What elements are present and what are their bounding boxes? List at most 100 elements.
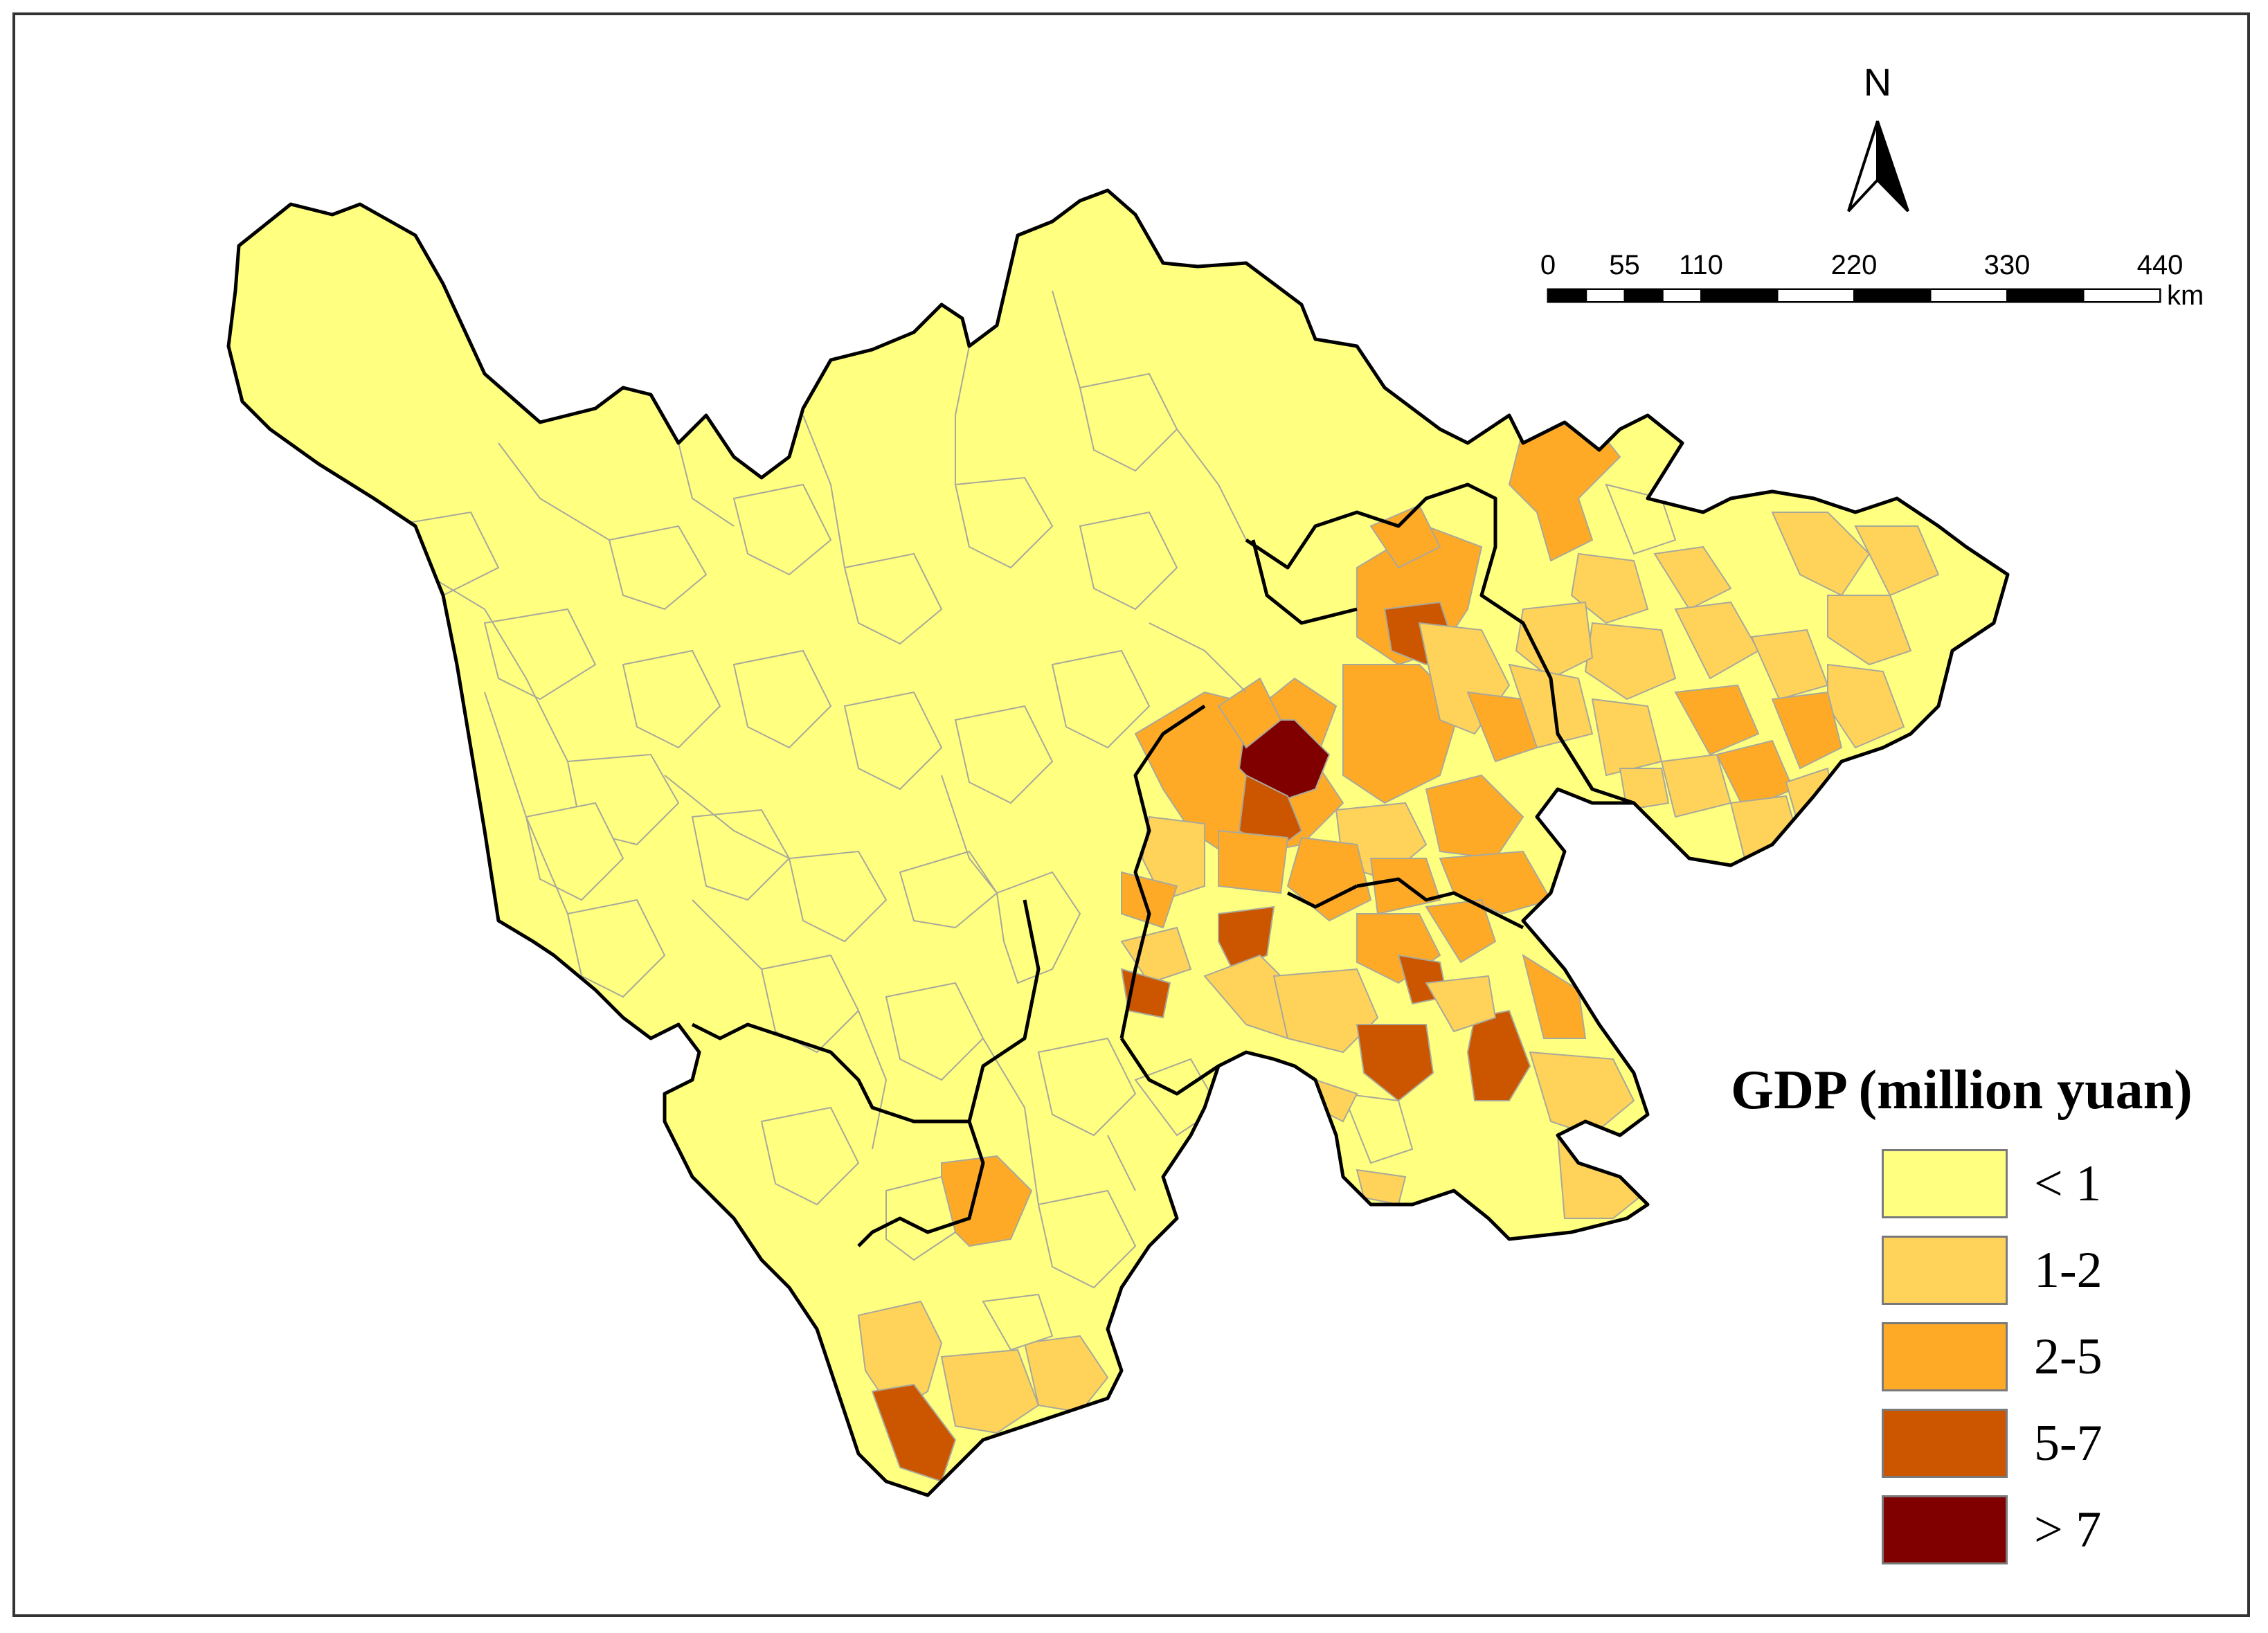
district-region	[1037, 1189, 1137, 1289]
district-boundary-line	[858, 1010, 888, 1150]
district-region	[1217, 677, 1282, 749]
district-region	[885, 982, 984, 1081]
district-region	[843, 552, 943, 645]
district-region	[996, 871, 1081, 984]
district-boundary-line	[484, 692, 568, 914]
district-boundary-line	[1052, 290, 1081, 388]
district-region	[1619, 768, 1670, 811]
district-region	[1342, 1092, 1414, 1164]
district-region	[1079, 511, 1178, 611]
district-region	[1342, 664, 1462, 804]
scale-bar-segment	[1853, 289, 1932, 303]
district-region	[1674, 684, 1760, 756]
district-region	[1079, 372, 1178, 472]
scale-bar-segment	[2006, 289, 2085, 303]
legend-title: GDP (million yuan)	[1731, 1060, 2193, 1121]
north-label: N	[1864, 60, 1891, 104]
district-region	[1037, 1037, 1137, 1137]
prefecture-boundary	[1556, 732, 1635, 805]
district-region	[760, 1106, 860, 1206]
district-region	[1529, 1051, 1635, 1137]
legend-label: > 7	[2034, 1501, 2102, 1558]
district-region	[1570, 552, 1649, 624]
scale-bar-segment	[1700, 289, 1779, 303]
legend-swatch	[1882, 1322, 2008, 1391]
legend-label: 5-7	[2034, 1415, 2103, 1472]
district-region	[622, 649, 721, 749]
scale-tick-label: 330	[1984, 250, 2031, 280]
district-boundary-line	[1107, 1135, 1136, 1191]
district-region	[1120, 926, 1192, 984]
district-region	[982, 1293, 1054, 1351]
province-outline	[226, 188, 2010, 1497]
district-region	[954, 705, 1054, 804]
district-boundary-line	[941, 775, 998, 894]
prefecture-boundary	[1251, 539, 1358, 625]
scale-tick-label: 220	[1831, 250, 1878, 280]
north-arrow-icon: N	[1847, 60, 1909, 213]
scale-bar-segment	[1662, 289, 1702, 303]
district-boundary-line	[678, 442, 735, 527]
prefecture-boundary	[1119, 1037, 1220, 1096]
district-region	[940, 1348, 1040, 1434]
district-boundary-line	[1149, 622, 1247, 693]
scale-tick-label: 0	[1540, 250, 1556, 280]
scale-tick-label: 55	[1609, 250, 1640, 280]
district-region	[1515, 601, 1594, 680]
district-region	[1356, 1024, 1434, 1102]
district-region	[1522, 953, 1587, 1039]
district-region	[871, 1383, 957, 1483]
district-region	[1218, 829, 1289, 894]
district-boundary-line	[498, 442, 610, 541]
district-region	[1584, 622, 1677, 701]
district-region	[732, 649, 832, 749]
district-region	[1854, 525, 1940, 597]
district-region	[899, 850, 998, 929]
district-region	[732, 483, 832, 576]
district-region	[608, 525, 708, 611]
prefecture-boundary	[1286, 884, 1358, 909]
prefecture-boundary	[1119, 704, 1206, 1039]
district-region	[1023, 1335, 1109, 1414]
district-region	[885, 1175, 957, 1261]
district-region	[1508, 663, 1594, 749]
scale-bar-segment	[2082, 289, 2161, 303]
district-region	[1827, 595, 1912, 666]
scale-bar-segment	[1547, 289, 1587, 303]
legend-swatch	[1882, 1409, 2008, 1478]
legend-label: < 1	[2034, 1155, 2102, 1212]
district-region	[1466, 1009, 1531, 1101]
scale-bar-segment	[1585, 289, 1626, 303]
district-boundary-line	[415, 567, 568, 762]
district-region	[1051, 649, 1151, 749]
district-region	[1238, 719, 1331, 804]
district-region	[525, 802, 624, 901]
prefecture-boundary	[691, 899, 1041, 1124]
district-boundary-line	[692, 899, 762, 970]
district-region	[760, 954, 860, 1054]
district-region	[843, 691, 943, 791]
district-region	[954, 476, 1054, 569]
district-region	[1425, 975, 1497, 1033]
prefecture-boundary	[1245, 482, 1594, 791]
legend-label: 2-5	[2034, 1328, 2103, 1385]
scale-bar-segment	[1623, 289, 1664, 303]
district-region	[483, 608, 597, 701]
district-region	[1771, 691, 1843, 770]
district-region	[1279, 1135, 1338, 1199]
prefecture-boundary	[1356, 877, 1524, 930]
district-region	[857, 1300, 943, 1414]
district-region	[788, 850, 888, 943]
prefecture-boundary	[857, 1121, 985, 1247]
district-boundary-line	[802, 415, 845, 568]
prefecture-boundaries	[226, 188, 2010, 1497]
district-region	[566, 899, 666, 998]
district-boundary-line	[982, 1038, 1039, 1205]
legend-label: 1-2	[2034, 1242, 2103, 1299]
district-boundary-line	[955, 345, 970, 485]
district-boundary-line	[664, 775, 790, 859]
district-region	[1121, 871, 1178, 929]
scale-tick-label: 440	[2137, 250, 2184, 280]
